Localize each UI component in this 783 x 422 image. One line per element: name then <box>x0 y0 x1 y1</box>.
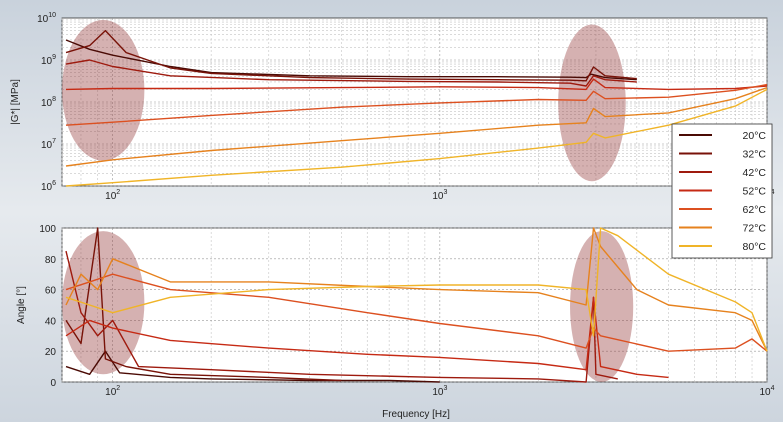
legend-label: 80°C <box>743 241 767 253</box>
x-tick-label: 104 <box>759 385 774 398</box>
y-tick-label: 106 <box>41 180 56 193</box>
series-line-20c <box>65 39 637 81</box>
angle-plot-area <box>61 227 768 383</box>
series-line-72c <box>65 86 768 167</box>
legend-label: 52°C <box>743 186 767 198</box>
legend-label: 20°C <box>743 130 767 142</box>
magnitude-y-axis-label: |G*| [MPa] <box>10 79 21 125</box>
series-line-80c <box>65 88 768 187</box>
legend: 20°C 32°C 42°C 52°C 62°C 72°C 80°C <box>671 123 773 259</box>
legend-label: 72°C <box>743 223 767 235</box>
y-tick-label: 107 <box>41 138 56 151</box>
series-line-42c <box>65 59 637 87</box>
legend-label: 32°C <box>743 149 767 161</box>
series-line-62c <box>65 273 768 352</box>
angle-series <box>65 227 768 383</box>
angle-y-axis-label: Angle [°] <box>16 286 27 324</box>
y-tick-label: 0 <box>50 378 56 389</box>
magnitude-panel: 1021031041061071081091010 |G*| [MPa] <box>10 12 775 202</box>
highlight-ellipse <box>570 231 634 382</box>
x-tick-label: 103 <box>432 385 447 398</box>
y-tick-label: 109 <box>41 54 56 67</box>
y-tick-label: 80 <box>45 255 57 266</box>
x-tick-label: 102 <box>105 189 120 202</box>
x-tick-label: 102 <box>105 385 120 398</box>
y-tick-label: 20 <box>45 347 57 358</box>
y-tick-label: 40 <box>45 316 57 327</box>
series-line-52c <box>65 78 768 91</box>
angle-panel: 102 103 104 0 20 40 60 80 100 Angle [°] Frequenc… <box>16 224 775 420</box>
y-tick-label: 60 <box>45 286 57 297</box>
y-tick-label: 1010 <box>37 12 56 25</box>
series-line-80c <box>65 227 768 352</box>
legend-label: 42°C <box>743 167 767 179</box>
y-tick-label: 108 <box>41 96 56 109</box>
series-line-72c <box>65 227 768 352</box>
series-line-62c <box>65 83 768 126</box>
magnitude-highlight-regions <box>62 19 626 182</box>
x-tick-label: 103 <box>432 189 447 202</box>
magnitude-series <box>65 29 768 187</box>
y-tick-label: 100 <box>39 224 56 235</box>
highlight-ellipse <box>558 24 626 182</box>
legend-label: 62°C <box>743 204 767 216</box>
series-line-52c <box>65 296 669 379</box>
highlight-ellipse <box>62 19 145 161</box>
series-line-20c <box>65 350 440 383</box>
highlight-ellipse <box>62 231 145 375</box>
x-axis-label: Frequency [Hz] <box>382 409 450 420</box>
series-line-32c <box>65 29 637 82</box>
angle-highlight-regions <box>62 231 634 382</box>
